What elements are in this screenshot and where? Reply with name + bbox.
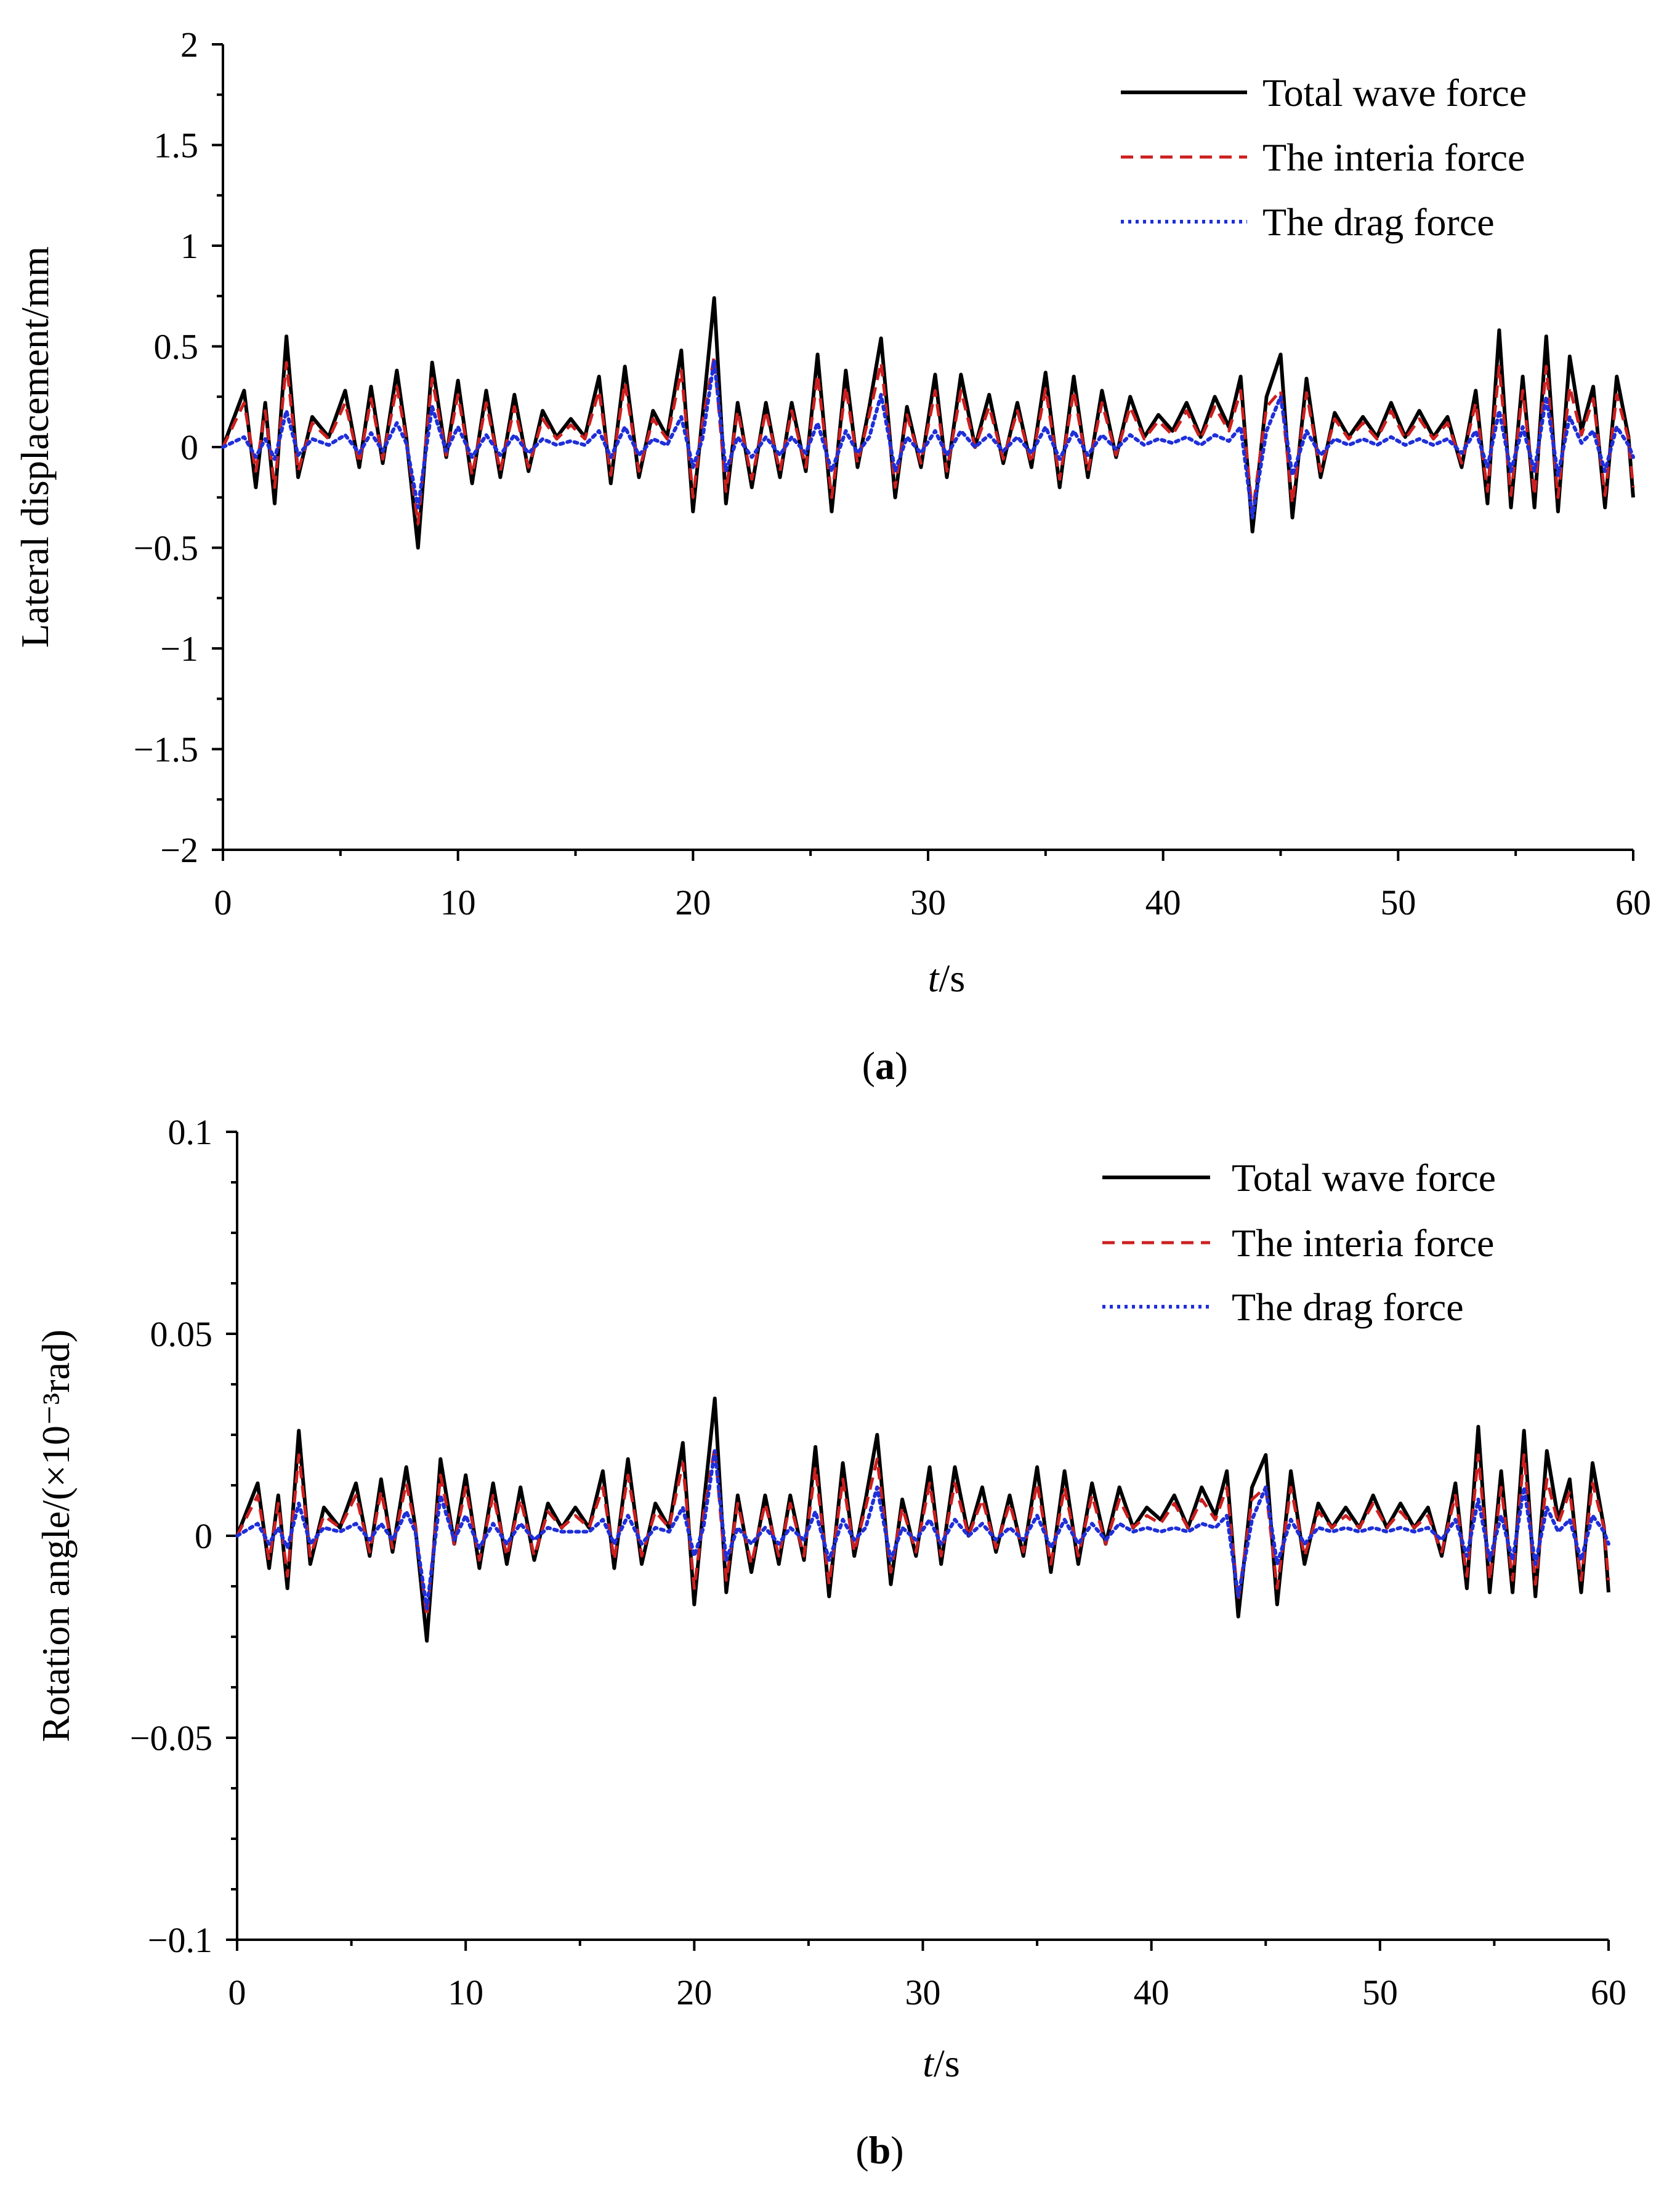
x-tick-label: 50 [1362,1972,1398,2012]
legend-label: The interia force [1262,135,1525,179]
y-tick-label: −1 [160,629,198,669]
y-axis-title: Rotation angle/(×10⁻³rad) [34,1329,78,1742]
x-tick-label: 10 [440,882,476,922]
series-line-solid [221,296,1635,550]
legend-label: Total wave force [1262,71,1527,115]
panel-label: (b) [855,2128,903,2172]
x-axis-title-unit: /s [934,2041,960,2085]
x-tick-label: 60 [1591,1972,1626,2012]
panel-label-letter: b [869,2128,891,2172]
panel-a: 2 1.5 1 0.5 0 −0.5 −1 −1.5 −2 0 10 20 30 40 50 60 t/s Lat… [13,25,1651,1087]
x-axis-title: t/s [923,2041,959,2085]
y-tick-label: 0.05 [150,1314,213,1354]
series-line-dashed [221,355,1635,525]
x-tick-label: 30 [910,882,946,922]
x-tick-label: 20 [676,1972,712,2012]
panel-label-close: ) [890,2128,903,2172]
y-axis-title: Lateral displacement/mm [13,246,57,648]
panel-label-close: ) [895,1044,908,1087]
y-tick-label: 0.1 [168,1112,213,1152]
y-tick-label: −0.5 [134,528,198,568]
x-tick-label: 0 [228,1972,246,2012]
series-line-dotted [235,1449,1610,1611]
panel-label-open: ( [855,2128,868,2172]
x-tick-label: 30 [905,1972,941,2012]
x-axis-title: t/s [928,956,965,1000]
x-tick-label: 20 [675,882,711,922]
panel-label-open: ( [862,1044,875,1087]
x-tick-label: 10 [448,1972,483,2012]
y-tick-label: 0 [180,427,198,467]
series-line-dotted [221,358,1635,520]
legend-label: The drag force [1232,1285,1464,1329]
x-tick-label: 40 [1134,1972,1169,2012]
x-axis-title-unit: /s [939,956,966,1000]
y-tick-label: 0.5 [154,327,199,367]
y-tick-label: −0.1 [148,1920,212,1960]
y-tick-label: 1 [180,226,198,266]
y-tick-label: −0.05 [130,1718,212,1758]
x-tick-label: 40 [1145,882,1181,922]
x-axis-title-variable: t [923,2041,935,2085]
x-axis-title-variable: t [928,956,940,1000]
y-tick-label: 2 [180,25,198,65]
legend-label: The drag force [1262,200,1495,244]
x-tick-label: 60 [1615,882,1651,922]
legend-label: The interia force [1232,1221,1494,1265]
y-tick-label: 1.5 [154,126,199,166]
panel-label: (a) [862,1044,908,1087]
y-tick-label: −2 [160,830,198,870]
y-tick-label: −1.5 [134,730,198,770]
x-tick-label: 50 [1380,882,1416,922]
series-line-dashed [235,1445,1610,1618]
y-tick-label: 0 [195,1516,212,1556]
x-tick-label: 0 [214,882,232,922]
panel-label-letter: a [875,1044,895,1087]
legend-label: Total wave force [1232,1156,1496,1200]
panel-b: 0.1 0.05 0 −0.05 −0.1 0 10 20 30 40 50 60 t/s Rotatio… [34,1112,1626,2172]
